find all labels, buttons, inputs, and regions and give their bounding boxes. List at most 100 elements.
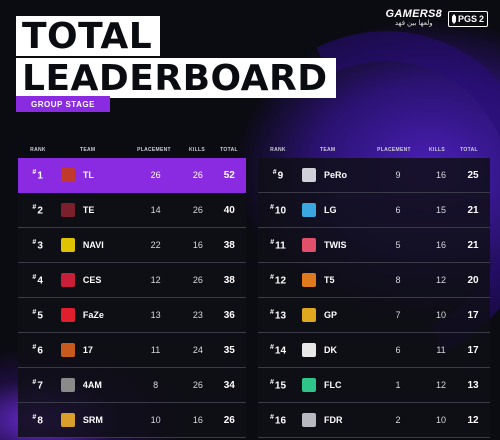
rank-hash: # bbox=[32, 168, 37, 176]
logo-cell bbox=[298, 273, 320, 287]
placement-points: 12 bbox=[150, 275, 161, 285]
logo-cell bbox=[57, 308, 79, 322]
kill-points: 23 bbox=[192, 310, 203, 320]
team-name: LG bbox=[324, 205, 337, 215]
rank-value: 11 bbox=[275, 240, 286, 252]
team-logo-icon bbox=[61, 273, 76, 287]
total-points: 21 bbox=[467, 204, 479, 216]
rank-value: 13 bbox=[274, 310, 287, 322]
col-placement-header: PLACEMENT bbox=[377, 147, 411, 153]
team-name: FaZe bbox=[82, 310, 104, 320]
team-logo-icon bbox=[61, 308, 76, 322]
logo-cell bbox=[298, 203, 320, 217]
total-points: 38 bbox=[223, 274, 235, 286]
logo-cell bbox=[298, 343, 320, 357]
sponsor-logos: GAMERS8 ولعها بين فهد PGS 2 bbox=[385, 8, 488, 28]
table-body: #9 PeRo 9 16 25 #10 LG 6 15 21 #11 TWIS 5 16 21 #12 T5 8 1… bbox=[258, 158, 490, 438]
gamers8-logo-text: GAMERS8 bbox=[385, 8, 442, 20]
logo-cell bbox=[57, 343, 79, 357]
placement-points: 13 bbox=[150, 310, 161, 320]
table-row: #4 CES 12 26 38 bbox=[18, 263, 246, 298]
team-name: TWIS bbox=[324, 240, 347, 250]
col-kills-header: KILLS bbox=[429, 147, 445, 153]
team-logo-icon bbox=[302, 273, 316, 287]
col-rank-header: RANK bbox=[270, 147, 286, 153]
team-name: PeRo bbox=[324, 170, 348, 180]
table-row: #3 NAVI 22 16 38 bbox=[18, 228, 246, 263]
kill-points: 26 bbox=[192, 380, 203, 390]
rank-cell: #2 bbox=[18, 204, 57, 216]
rank-hash: # bbox=[269, 378, 274, 386]
placement-points: 10 bbox=[150, 415, 161, 425]
col-team-header: TEAM bbox=[320, 147, 336, 153]
logo-cell bbox=[298, 413, 320, 427]
table-row: #9 PeRo 9 16 25 bbox=[258, 158, 490, 193]
table-header: RANK TEAM PLACEMENT KILLS TOTAL bbox=[18, 142, 246, 158]
table-row: #14 DK 6 11 17 bbox=[258, 333, 490, 368]
placement-points: 6 bbox=[395, 345, 401, 355]
placement-points: 8 bbox=[395, 275, 401, 285]
kill-points: 16 bbox=[192, 415, 203, 425]
rank-hash: # bbox=[32, 343, 37, 351]
placement-points: 11 bbox=[150, 345, 161, 355]
kill-points: 26 bbox=[192, 275, 203, 285]
rank-hash: # bbox=[32, 203, 37, 211]
pgs-logo-text: PGS bbox=[457, 14, 477, 24]
gamers8-logo: GAMERS8 ولعها بين فهد bbox=[385, 8, 443, 28]
title-line-1: TOTAL bbox=[16, 16, 161, 56]
logo-cell bbox=[298, 378, 320, 392]
rank-cell: #4 bbox=[18, 274, 57, 286]
rank-cell: #7 bbox=[18, 379, 57, 391]
total-points: 17 bbox=[467, 344, 479, 356]
kill-points: 16 bbox=[435, 240, 446, 250]
table-row: #13 GP 7 10 17 bbox=[258, 298, 490, 333]
kill-points: 26 bbox=[192, 170, 203, 180]
table-row: #1 TL 26 26 52 bbox=[18, 158, 246, 193]
rank-cell: #5 bbox=[18, 309, 57, 321]
total-points: 38 bbox=[223, 239, 235, 251]
team-name: CES bbox=[82, 275, 102, 285]
rank-hash: # bbox=[269, 203, 274, 211]
total-points: 52 bbox=[223, 169, 235, 181]
team-logo-icon bbox=[302, 378, 316, 392]
table-row: #15 FLC 1 12 13 bbox=[258, 368, 490, 403]
table-row: #7 4AM 8 26 34 bbox=[18, 368, 246, 403]
team-logo-icon bbox=[302, 238, 316, 252]
kill-points: 12 bbox=[435, 380, 446, 390]
total-points: 40 bbox=[223, 204, 235, 216]
logo-cell bbox=[57, 168, 79, 182]
team-name: GP bbox=[324, 310, 338, 320]
total-points: 36 bbox=[223, 309, 235, 321]
rank-value: 2 bbox=[37, 205, 43, 217]
logo-cell bbox=[57, 203, 79, 217]
team-name: 17 bbox=[82, 345, 93, 355]
team-name: FDR bbox=[324, 415, 343, 425]
kill-points: 12 bbox=[435, 275, 446, 285]
rank-cell: #9 bbox=[258, 169, 298, 181]
team-name: NAVI bbox=[82, 240, 104, 250]
rank-hash: # bbox=[269, 308, 274, 316]
col-rank-header: RANK bbox=[30, 147, 46, 153]
team-logo-icon bbox=[61, 203, 76, 217]
col-total-header: TOTAL bbox=[460, 147, 478, 153]
total-points: 12 bbox=[467, 414, 479, 426]
team-name: T5 bbox=[324, 275, 335, 285]
table-row: #10 LG 6 15 21 bbox=[258, 193, 490, 228]
table-row: #11 TWIS 5 16 21 bbox=[258, 228, 490, 263]
rank-cell: #3 bbox=[18, 239, 57, 251]
page-title: TOTAL LEADERBOARD bbox=[16, 16, 336, 98]
leaderboard-table-right: RANK TEAM PLACEMENT KILLS TOTAL #9 PeRo 9 1… bbox=[258, 142, 490, 438]
total-points: 34 bbox=[223, 379, 235, 391]
rank-value: 5 bbox=[37, 310, 43, 322]
table-header: RANK TEAM PLACEMENT KILLS TOTAL bbox=[258, 142, 490, 158]
table-row: #16 FDR 2 10 12 bbox=[258, 403, 490, 438]
placement-points: 1 bbox=[395, 380, 401, 390]
kill-points: 11 bbox=[436, 345, 446, 355]
total-points: 25 bbox=[467, 169, 479, 181]
placement-points: 8 bbox=[153, 380, 159, 390]
rank-value: 4 bbox=[37, 275, 43, 287]
rank-value: 6 bbox=[37, 345, 43, 357]
kill-points: 24 bbox=[192, 345, 203, 355]
rank-value: 12 bbox=[274, 275, 287, 287]
logo-cell bbox=[298, 308, 320, 322]
